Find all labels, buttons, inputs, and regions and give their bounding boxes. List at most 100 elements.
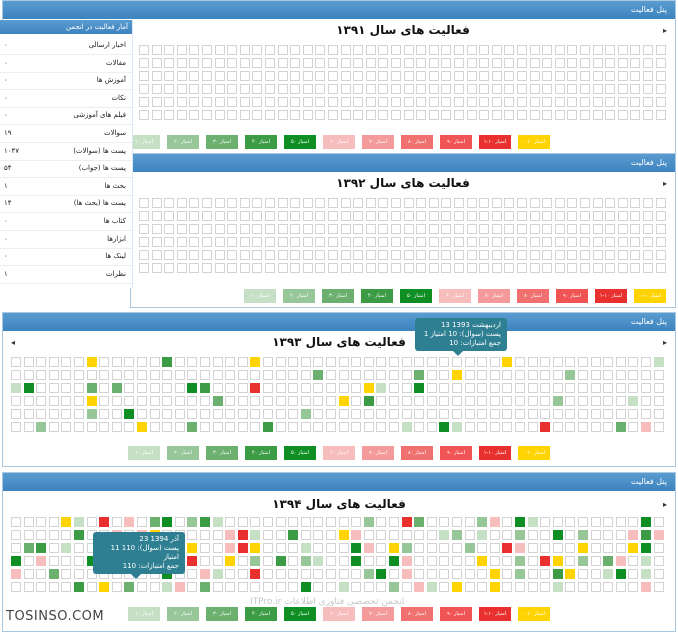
day-cell[interactable] [401, 370, 412, 380]
day-cell[interactable] [605, 58, 616, 68]
day-cell[interactable] [227, 45, 238, 55]
day-cell[interactable] [641, 517, 651, 527]
day-cell[interactable] [11, 582, 21, 592]
day-cell[interactable] [225, 582, 236, 592]
day-cell[interactable] [391, 58, 401, 68]
day-cell[interactable] [237, 530, 248, 540]
day-cell[interactable] [239, 211, 250, 221]
day-cell[interactable] [578, 582, 588, 592]
day-cell[interactable] [48, 543, 59, 553]
day-cell[interactable] [227, 84, 238, 94]
day-cell[interactable] [515, 396, 525, 406]
day-cell[interactable] [630, 198, 641, 208]
day-cell[interactable] [277, 224, 288, 234]
day-cell[interactable] [414, 543, 425, 553]
day-cell[interactable] [454, 71, 464, 81]
day-cell[interactable] [200, 396, 210, 406]
day-cell[interactable] [99, 422, 110, 432]
day-cell[interactable] [36, 357, 47, 367]
day-cell[interactable] [288, 357, 299, 367]
day-cell[interactable] [552, 409, 563, 419]
day-cell[interactable] [302, 84, 313, 94]
day-cell[interactable] [389, 383, 399, 393]
day-cell[interactable] [592, 110, 603, 120]
day-cell[interactable] [464, 517, 475, 527]
day-cell[interactable] [263, 357, 273, 367]
day-cell[interactable] [162, 422, 173, 432]
day-cell[interactable] [617, 224, 628, 234]
day-cell[interactable] [489, 409, 500, 419]
day-cell[interactable] [466, 250, 477, 260]
day-cell[interactable] [23, 543, 34, 553]
day-cell[interactable] [351, 370, 362, 380]
day-cell[interactable] [237, 556, 248, 566]
day-cell[interactable] [149, 357, 160, 367]
day-cell[interactable] [491, 224, 502, 234]
day-cell[interactable] [315, 110, 326, 120]
day-cell[interactable] [527, 517, 538, 527]
day-cell[interactable] [376, 409, 387, 419]
day-cell[interactable] [416, 263, 427, 273]
day-cell[interactable] [466, 45, 477, 55]
day-cell[interactable] [428, 237, 439, 247]
day-cell[interactable] [617, 263, 628, 273]
day-cell[interactable] [290, 97, 301, 107]
day-cell[interactable] [578, 569, 588, 579]
day-cell[interactable] [164, 110, 175, 120]
day-cell[interactable] [23, 357, 34, 367]
day-cell[interactable] [237, 422, 248, 432]
day-cell[interactable] [200, 582, 210, 592]
day-cell[interactable] [275, 383, 286, 393]
day-cell[interactable] [454, 110, 464, 120]
day-cell[interactable] [239, 198, 250, 208]
day-cell[interactable] [464, 582, 475, 592]
day-cell[interactable] [11, 543, 21, 553]
stat-label[interactable]: فیلم های آموزشی [73, 111, 126, 120]
day-cell[interactable] [376, 370, 387, 380]
day-cell[interactable] [61, 569, 72, 579]
day-cell[interactable] [225, 556, 236, 566]
day-cell[interactable] [428, 84, 439, 94]
day-cell[interactable] [479, 250, 490, 260]
day-cell[interactable] [340, 58, 351, 68]
day-cell[interactable] [655, 250, 666, 260]
day-cell[interactable] [628, 370, 639, 380]
day-cell[interactable] [239, 58, 250, 68]
day-cell[interactable] [151, 237, 162, 247]
day-cell[interactable] [164, 58, 175, 68]
day-cell[interactable] [628, 556, 639, 566]
day-cell[interactable] [502, 543, 513, 553]
day-cell[interactable] [174, 409, 185, 419]
day-cell[interactable] [655, 224, 666, 234]
day-cell[interactable] [189, 58, 200, 68]
day-cell[interactable] [655, 58, 666, 68]
day-cell[interactable] [200, 530, 210, 540]
day-cell[interactable] [414, 422, 425, 432]
day-cell[interactable] [542, 45, 553, 55]
day-cell[interactable] [389, 543, 399, 553]
day-cell[interactable] [515, 582, 525, 592]
day-cell[interactable] [378, 110, 389, 120]
day-cell[interactable] [655, 84, 666, 94]
day-cell[interactable] [189, 198, 200, 208]
day-cell[interactable] [151, 250, 162, 260]
day-cell[interactable] [615, 409, 626, 419]
day-cell[interactable] [99, 357, 110, 367]
day-cell[interactable] [527, 530, 538, 540]
day-cell[interactable] [290, 250, 301, 260]
day-cell[interactable] [315, 237, 326, 247]
day-cell[interactable] [365, 250, 376, 260]
day-cell[interactable] [529, 224, 540, 234]
day-cell[interactable] [111, 517, 122, 527]
day-cell[interactable] [378, 198, 389, 208]
day-cell[interactable] [290, 71, 301, 81]
day-cell[interactable] [351, 409, 362, 419]
day-cell[interactable] [504, 97, 515, 107]
day-cell[interactable] [491, 45, 502, 55]
day-cell[interactable] [502, 396, 513, 406]
day-cell[interactable] [139, 263, 149, 273]
day-cell[interactable] [580, 71, 590, 81]
day-cell[interactable] [162, 517, 173, 527]
day-cell[interactable] [441, 71, 452, 81]
day-cell[interactable] [252, 84, 263, 94]
